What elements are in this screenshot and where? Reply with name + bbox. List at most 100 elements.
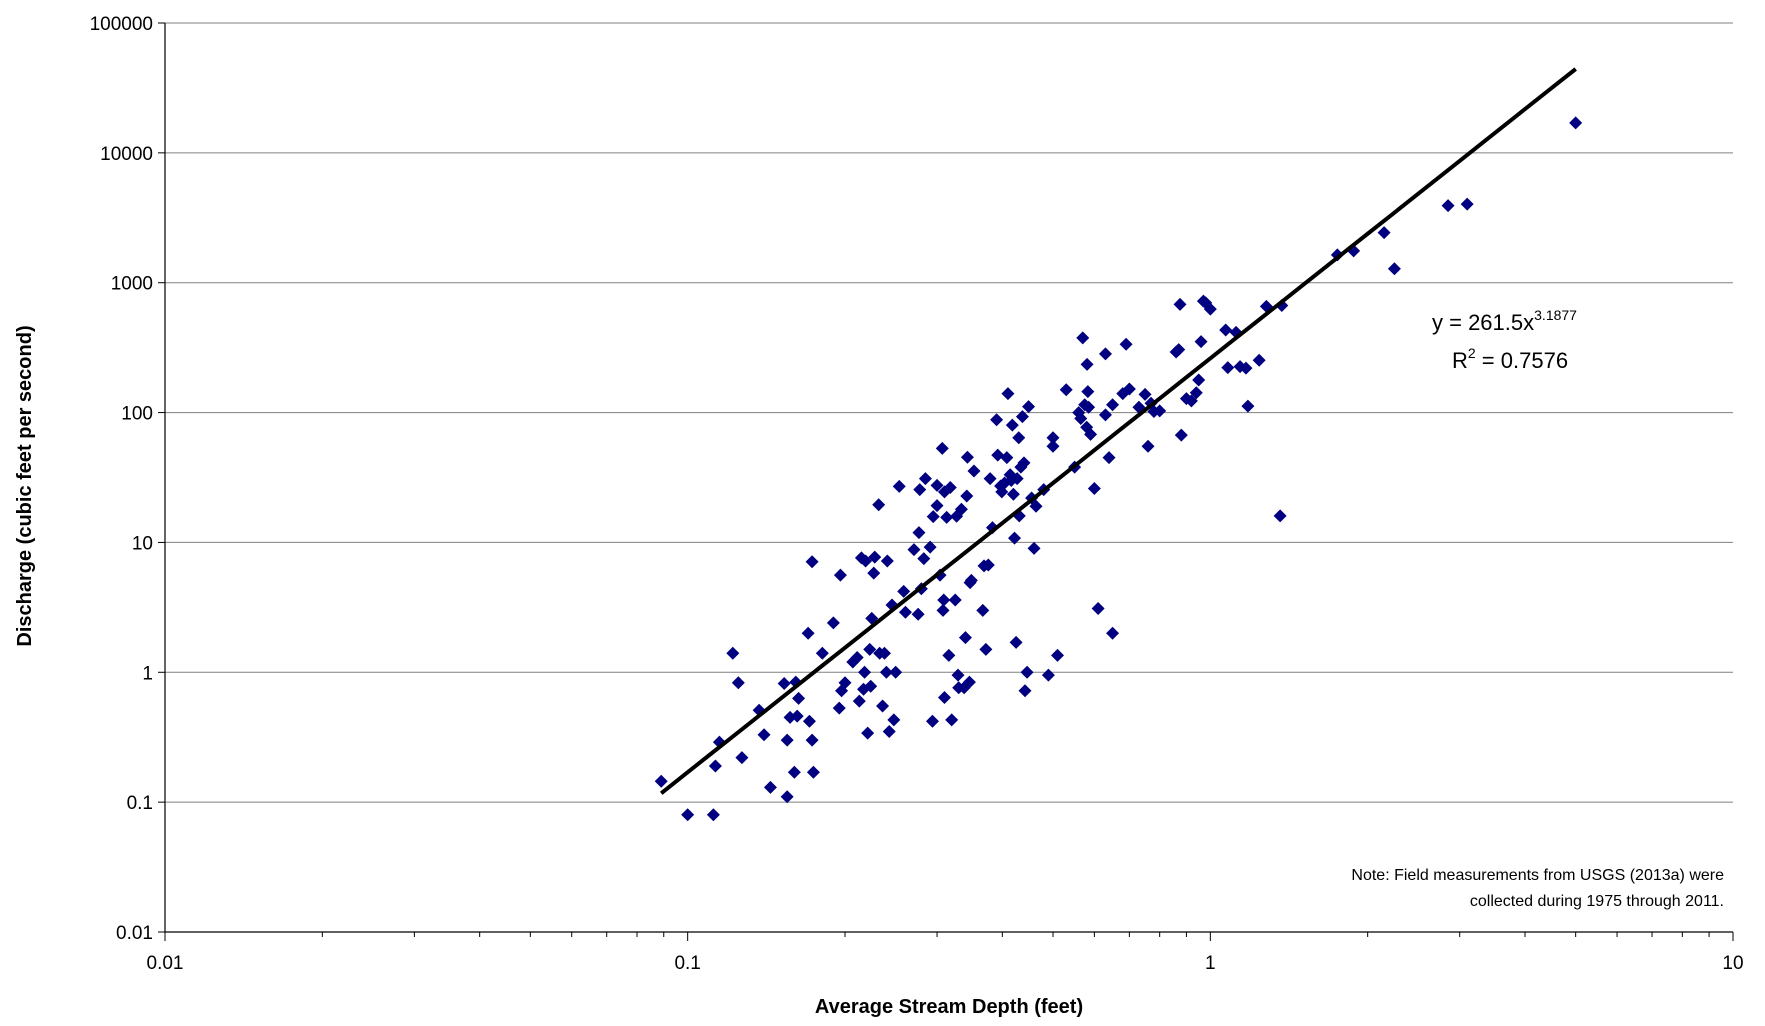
data-point (882, 724, 896, 738)
data-point (1221, 361, 1235, 375)
data-point (1153, 404, 1167, 418)
x-axis-title: Average Stream Depth (feet) (815, 996, 1083, 1018)
data-point (864, 679, 878, 693)
data-point (948, 593, 962, 607)
y-tick-label: 0.1 (127, 793, 153, 814)
data-point (1377, 226, 1391, 240)
data-point (780, 790, 794, 804)
r2-superscript: 2 (1468, 345, 1476, 361)
data-point (1001, 387, 1015, 401)
data-point (876, 699, 890, 713)
data-point (1273, 509, 1287, 523)
data-point (1006, 487, 1020, 501)
data-point (706, 808, 720, 822)
data-point (954, 502, 968, 516)
y-tick-label: 0.01 (116, 923, 153, 944)
note-line-2: collected during 1975 through 2011. (1470, 893, 1724, 910)
data-point (1219, 323, 1233, 337)
data-point (815, 646, 829, 660)
data-point (1091, 601, 1105, 615)
data-point (838, 676, 852, 690)
data-point (877, 646, 891, 660)
data-point (887, 713, 901, 727)
data-point (1102, 451, 1116, 465)
x-tick-label: 0.01 (147, 953, 184, 974)
data-point (858, 665, 872, 679)
data-point (850, 650, 864, 664)
data-point (960, 489, 974, 503)
data-point (654, 774, 668, 788)
r-squared-label: R2 = 0.7576 (1452, 345, 1568, 373)
equation-main: y = 261.5x (1432, 310, 1534, 335)
data-point (763, 780, 777, 794)
data-point (912, 526, 926, 540)
data-point (950, 509, 964, 523)
data-point (935, 441, 949, 455)
data-point (926, 510, 940, 524)
data-point (1029, 499, 1043, 513)
data-point (930, 478, 944, 492)
data-point (1010, 472, 1024, 486)
data-point (907, 543, 921, 557)
data-point (879, 665, 893, 679)
data-point (1017, 456, 1031, 470)
data-point (1076, 331, 1090, 345)
data-point (731, 676, 745, 690)
data-point (1009, 635, 1023, 649)
data-point (917, 552, 931, 566)
data-point (1080, 357, 1094, 371)
note-line-1: Note: Field measurements from USGS (2013… (1351, 867, 1724, 884)
data-point (1022, 400, 1036, 414)
data-point (1441, 199, 1455, 213)
equation-exponent: 3.1877 (1534, 307, 1577, 323)
data-point (708, 759, 722, 773)
data-point (1041, 668, 1055, 682)
data-point (930, 499, 944, 513)
data-point (863, 642, 877, 656)
data-point (790, 709, 804, 723)
data-point (967, 464, 981, 478)
data-point (913, 483, 927, 497)
data-point (1106, 626, 1120, 640)
data-point (1172, 343, 1186, 357)
data-point (945, 713, 959, 727)
axes: 0.01 0.1 1 10 100 1000 10000 100000 0.01 0.1 1 10 (90, 14, 1744, 974)
y-tick-label: 10 (132, 533, 153, 554)
data-point (889, 665, 903, 679)
data-point (892, 479, 906, 493)
data-point (942, 648, 956, 662)
data-point (868, 550, 882, 564)
data-point (1082, 400, 1096, 414)
data-point (979, 642, 993, 656)
data-point (1007, 531, 1021, 545)
data-point (1122, 382, 1136, 396)
data-point (1138, 387, 1152, 401)
data-point (880, 554, 894, 568)
data-point (1569, 116, 1583, 130)
x-tick-label: 0.1 (674, 953, 700, 974)
data-point (832, 701, 846, 715)
data-point (1020, 665, 1034, 679)
data-point (861, 726, 875, 740)
data-point (787, 765, 801, 779)
data-point (1046, 431, 1060, 445)
data-point (792, 691, 806, 705)
data-point (777, 676, 791, 690)
data-point (1046, 439, 1060, 453)
trendline (659, 67, 1577, 795)
y-tick-label: 10000 (100, 144, 153, 165)
data-point (1252, 353, 1266, 367)
data-point (1174, 428, 1188, 442)
data-points (654, 116, 1583, 822)
data-point (1460, 197, 1474, 211)
data-point (780, 733, 794, 747)
data-point (802, 714, 816, 728)
data-point (937, 593, 951, 607)
data-point (897, 584, 911, 598)
data-point (923, 540, 937, 554)
data-point (960, 450, 974, 464)
r2-prefix: R (1452, 348, 1468, 373)
data-point (805, 733, 819, 747)
data-point (1239, 361, 1253, 375)
